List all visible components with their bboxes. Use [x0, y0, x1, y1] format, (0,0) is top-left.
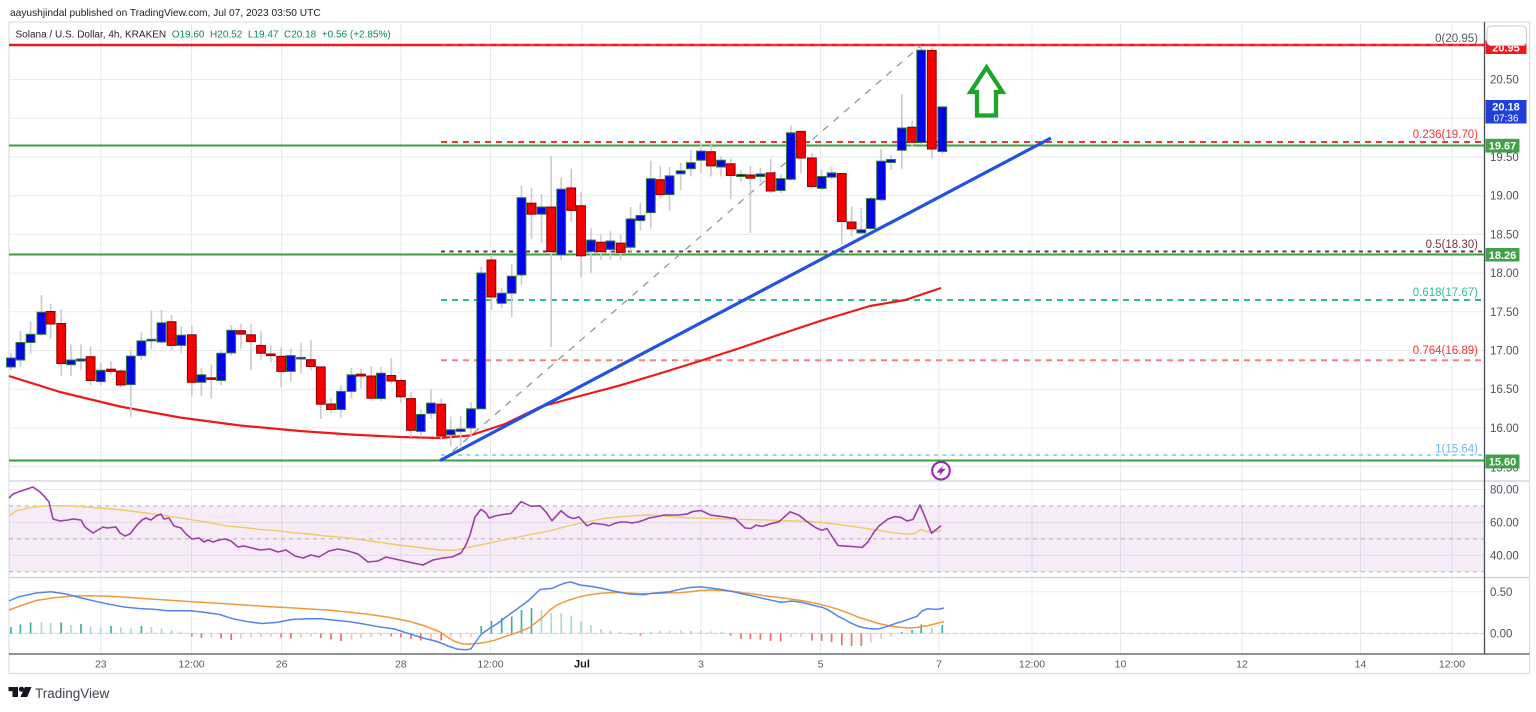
svg-text:Jul: Jul — [574, 659, 590, 671]
svg-text:0.236(19.70): 0.236(19.70) — [1413, 129, 1478, 141]
svg-text:17.50: 17.50 — [1490, 307, 1519, 319]
svg-text:1(15.64): 1(15.64) — [1435, 444, 1478, 456]
svg-text:14: 14 — [1355, 659, 1367, 671]
svg-text:0.5(18.30): 0.5(18.30) — [1426, 239, 1479, 251]
svg-text:Solana / U.S. Dollar, 4h, KRAK: Solana / U.S. Dollar, 4h, KRAKEN O19.60 … — [16, 30, 391, 41]
svg-text:12:00: 12:00 — [477, 659, 503, 671]
svg-text:aayushjindal published on Trad: aayushjindal published on TradingView.co… — [10, 8, 321, 19]
svg-text:40.00: 40.00 — [1490, 550, 1519, 562]
svg-text:19.00: 19.00 — [1490, 191, 1519, 203]
svg-text:3: 3 — [698, 659, 704, 671]
svg-text:19.67: 19.67 — [1489, 141, 1517, 153]
svg-text:26: 26 — [276, 659, 288, 671]
svg-text:80.00: 80.00 — [1490, 485, 1519, 497]
svg-text:18.26: 18.26 — [1489, 250, 1517, 262]
svg-text:12:00: 12:00 — [1439, 659, 1465, 671]
svg-text:18.50: 18.50 — [1490, 229, 1519, 241]
svg-text:12:00: 12:00 — [1019, 659, 1045, 671]
svg-text:20.18: 20.18 — [1492, 101, 1520, 113]
svg-text:10: 10 — [1115, 659, 1127, 671]
svg-text:16.00: 16.00 — [1490, 423, 1519, 435]
svg-text:0.764(16.89): 0.764(16.89) — [1413, 345, 1478, 357]
svg-text:0.618(17.67): 0.618(17.67) — [1413, 287, 1478, 299]
svg-text:20.50: 20.50 — [1490, 75, 1519, 87]
svg-text:18.00: 18.00 — [1490, 268, 1519, 280]
svg-text:TradingView: TradingView — [35, 686, 110, 701]
svg-text:5: 5 — [818, 659, 824, 671]
svg-text:17.00: 17.00 — [1490, 346, 1519, 358]
svg-text:7: 7 — [936, 659, 942, 671]
svg-text:12:00: 12:00 — [178, 659, 204, 671]
svg-text:23: 23 — [95, 659, 107, 671]
svg-text:19.50: 19.50 — [1490, 152, 1519, 164]
svg-text:28: 28 — [395, 659, 407, 671]
svg-text:16.50: 16.50 — [1490, 384, 1519, 396]
svg-text:60.00: 60.00 — [1490, 517, 1519, 529]
svg-text:0.50: 0.50 — [1490, 587, 1512, 599]
svg-text:07:36: 07:36 — [1493, 113, 1518, 124]
svg-text:12: 12 — [1236, 659, 1248, 671]
svg-text:0(20.95): 0(20.95) — [1435, 33, 1478, 45]
svg-text:15.60: 15.60 — [1489, 457, 1517, 469]
svg-text:0.00: 0.00 — [1490, 628, 1512, 640]
